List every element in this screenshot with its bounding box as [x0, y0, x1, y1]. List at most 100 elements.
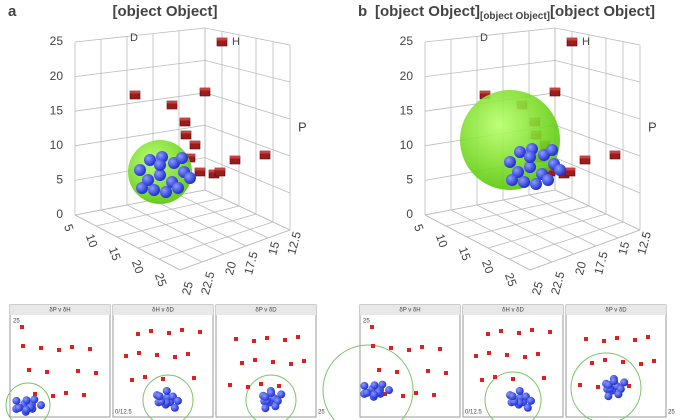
- grid-line: [508, 221, 624, 260]
- red-square: [64, 391, 68, 395]
- red-square: [27, 368, 31, 372]
- blue-sphere: [261, 392, 270, 401]
- subplot: δP v δD 25: [215, 304, 325, 420]
- z-tick-label: 20: [50, 69, 64, 83]
- z-tick-label: 10: [400, 138, 414, 152]
- blue-sphere: [370, 381, 379, 390]
- grid-line: [450, 209, 553, 263]
- red-square: [161, 377, 165, 381]
- z-tick-label: 5: [56, 173, 63, 187]
- red-square: [438, 347, 442, 351]
- grid-line: [74, 27, 206, 43]
- panel-title: [object Object][object Object][object Ob…: [375, 3, 655, 22]
- grid-line: [466, 205, 590, 238]
- title-part: [object Object]: [480, 11, 550, 22]
- corner-label: 25: [13, 319, 20, 325]
- red-square: [420, 345, 424, 349]
- d-tick-label: 20: [129, 258, 147, 276]
- grid-line: [554, 27, 641, 46]
- blue-sphere: [136, 182, 148, 194]
- blue-sphere: [604, 380, 613, 389]
- red-square: [389, 346, 393, 350]
- blue-sphere: [134, 164, 146, 176]
- blue-sphere: [261, 404, 270, 413]
- red-square: [143, 375, 147, 379]
- axis-label-p: P: [648, 119, 657, 134]
- red-square: [517, 331, 521, 335]
- r-tick-label: 25: [179, 280, 196, 297]
- cube-top: [195, 168, 205, 171]
- blue-sphere: [554, 164, 566, 176]
- red-square: [596, 385, 600, 389]
- grid-line: [158, 221, 274, 260]
- subplot-title: δH v δD: [152, 308, 174, 314]
- red-square: [639, 362, 643, 366]
- red-square: [289, 362, 293, 366]
- blue-sphere: [14, 403, 23, 412]
- blue-sphere: [504, 156, 516, 168]
- blue-sphere: [173, 396, 182, 405]
- red-square: [302, 359, 306, 363]
- red-square: [271, 360, 275, 364]
- cube-top: [167, 101, 177, 104]
- grid-line: [74, 189, 206, 216]
- red-square: [234, 337, 238, 341]
- grid-line: [74, 92, 206, 112]
- red-square: [542, 376, 546, 380]
- cube-top: [610, 151, 620, 154]
- cube-top: [480, 91, 490, 94]
- subplot: δP v δH2525: [5, 304, 119, 420]
- subplot-header: [360, 305, 460, 315]
- red-square: [523, 355, 527, 359]
- blue-sphere: [170, 403, 179, 412]
- blue-sphere: [506, 174, 518, 186]
- blue-sphere: [154, 159, 166, 171]
- r-tick-label: 12.5: [634, 230, 654, 256]
- grid-line: [424, 189, 556, 216]
- cube-top: [565, 168, 575, 171]
- green-circle: [245, 374, 297, 420]
- red-square: [414, 391, 418, 395]
- grid-line: [554, 60, 641, 83]
- red-square: [371, 344, 375, 348]
- panel: b [object Object][object Object][object O…: [322, 3, 675, 420]
- grid-line: [529, 229, 641, 271]
- red-square: [88, 347, 92, 351]
- green-circle: [322, 344, 414, 420]
- cube-top: [209, 170, 219, 173]
- grid-line: [74, 60, 206, 77]
- d-tick-label: 25: [502, 271, 520, 289]
- grid-line: [554, 189, 641, 231]
- green-circle: [484, 371, 542, 420]
- red-square: [652, 359, 656, 363]
- red-square: [646, 335, 650, 339]
- red-square: [548, 330, 552, 334]
- red-square: [149, 329, 153, 333]
- z-tick-label: 25: [50, 34, 64, 48]
- red-square: [444, 371, 448, 375]
- red-square: [51, 394, 55, 398]
- cube-top: [181, 131, 191, 134]
- subplot: δH v δD0/12.525: [462, 304, 572, 420]
- red-square: [246, 385, 250, 389]
- red-square: [57, 348, 61, 352]
- cube-top: [580, 156, 590, 159]
- blue-sphere: [620, 378, 629, 387]
- grid-line: [424, 27, 556, 43]
- blue-sphere: [370, 390, 379, 399]
- corner-label: 0/12.5: [115, 410, 132, 416]
- subplot-title: δP v δH: [399, 308, 420, 314]
- blue-sphere: [148, 184, 160, 196]
- red-square: [124, 354, 128, 358]
- blue-sphere: [384, 386, 393, 395]
- corner-label: 25: [668, 410, 675, 416]
- blue-sphere: [523, 403, 532, 412]
- axis-label-d: D: [130, 32, 138, 44]
- cube-top: [550, 88, 560, 91]
- red-square: [499, 329, 503, 333]
- red-square: [39, 346, 43, 350]
- d-tick-label: 10: [433, 232, 451, 250]
- blue-sphere: [614, 390, 623, 399]
- blue-sphere: [144, 154, 156, 166]
- red-square: [155, 353, 159, 357]
